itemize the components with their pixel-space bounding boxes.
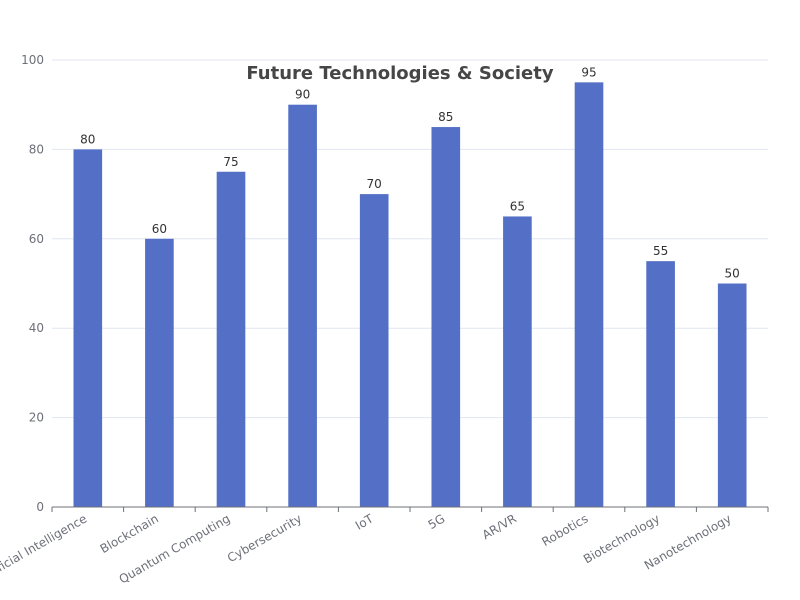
y-tick-label: 40 [29, 321, 44, 335]
data-label: 85 [438, 110, 453, 124]
data-label: 65 [510, 199, 525, 213]
bar [73, 149, 103, 507]
chart-title: Future Technologies & Society [246, 63, 553, 84]
data-labels: 80 60 75 90 70 85 65 95 55 50 [80, 65, 740, 280]
data-label: 50 [725, 267, 740, 281]
y-tick-label: 100 [21, 53, 44, 67]
bar [216, 171, 246, 507]
bar [431, 127, 461, 508]
x-tick-label: AR/VR [480, 511, 519, 542]
x-tick-label: IoT [353, 511, 376, 533]
data-label: 75 [223, 155, 238, 169]
bar [145, 238, 174, 508]
x-tick-label: Blockchain [98, 511, 161, 556]
y-axis-ticks: 0 20 40 60 80 100 [21, 53, 44, 514]
y-tick-label: 60 [29, 232, 44, 246]
x-tick-label: 5G [426, 511, 448, 532]
data-label: 70 [367, 177, 382, 191]
bar [503, 216, 532, 507]
data-label: 90 [295, 88, 310, 102]
y-tick-label: 20 [29, 411, 44, 425]
y-tick-label: 0 [36, 500, 44, 514]
x-tick-label: Artificial Intelligence [0, 511, 89, 585]
bar [646, 261, 675, 507]
bars [73, 82, 747, 508]
bar [359, 194, 389, 507]
y-tick-label: 80 [29, 142, 44, 156]
bar [574, 82, 604, 507]
data-label: 60 [152, 222, 167, 236]
bar [717, 283, 747, 507]
data-label: 95 [581, 65, 596, 79]
bar [288, 104, 317, 507]
x-tick-label: Robotics [539, 511, 590, 549]
data-label: 55 [653, 244, 668, 258]
data-label: 80 [80, 132, 95, 146]
x-tick-label: Cybersecurity [225, 511, 304, 565]
x-axis: Artificial Intelligence BlockchainQuantum… [0, 506, 769, 586]
